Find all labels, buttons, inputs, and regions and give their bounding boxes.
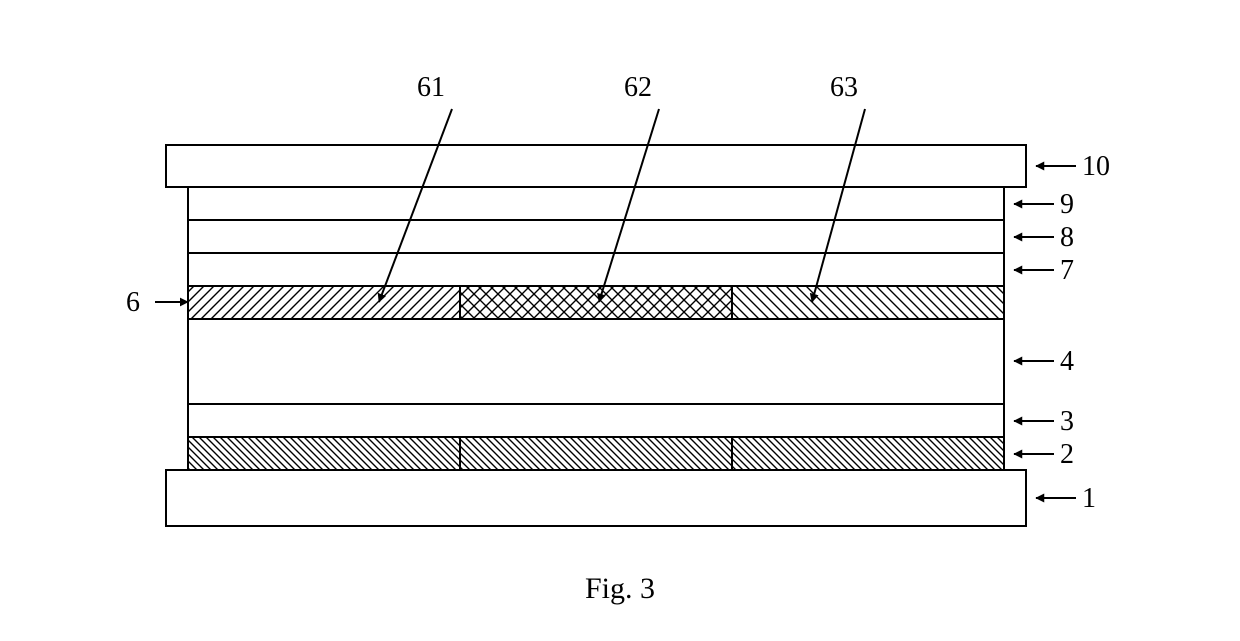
callout-label-r8: 8 bbox=[1060, 222, 1074, 253]
callout-label-r1: 1 bbox=[1082, 483, 1096, 514]
layer-7 bbox=[188, 253, 1004, 286]
callout-label-c63: 63 bbox=[830, 72, 858, 103]
layer-6-segment-61 bbox=[188, 286, 460, 319]
layer-8 bbox=[188, 220, 1004, 253]
callout-label-r10: 10 bbox=[1082, 151, 1110, 182]
layer-9 bbox=[188, 187, 1004, 220]
callout-label-c62: 62 bbox=[624, 72, 652, 103]
layer-1 bbox=[166, 470, 1026, 526]
layer-6-segment-62 bbox=[460, 286, 732, 319]
layer-10 bbox=[166, 145, 1026, 187]
callout-label-r9: 9 bbox=[1060, 189, 1074, 220]
callout-label-r2: 2 bbox=[1060, 439, 1074, 470]
layer-4 bbox=[188, 319, 1004, 404]
callout-label-6: 6 bbox=[126, 287, 140, 318]
callout-label-c61: 61 bbox=[417, 72, 445, 103]
callout-label-r3: 3 bbox=[1060, 406, 1074, 437]
layer-6-segment-63 bbox=[732, 286, 1004, 319]
figure-caption: Fig. 3 bbox=[585, 572, 655, 605]
callout-label-r4: 4 bbox=[1060, 346, 1074, 377]
callout-label-r7: 7 bbox=[1060, 255, 1074, 286]
layer-3 bbox=[188, 404, 1004, 437]
layer-2 bbox=[188, 437, 1004, 470]
